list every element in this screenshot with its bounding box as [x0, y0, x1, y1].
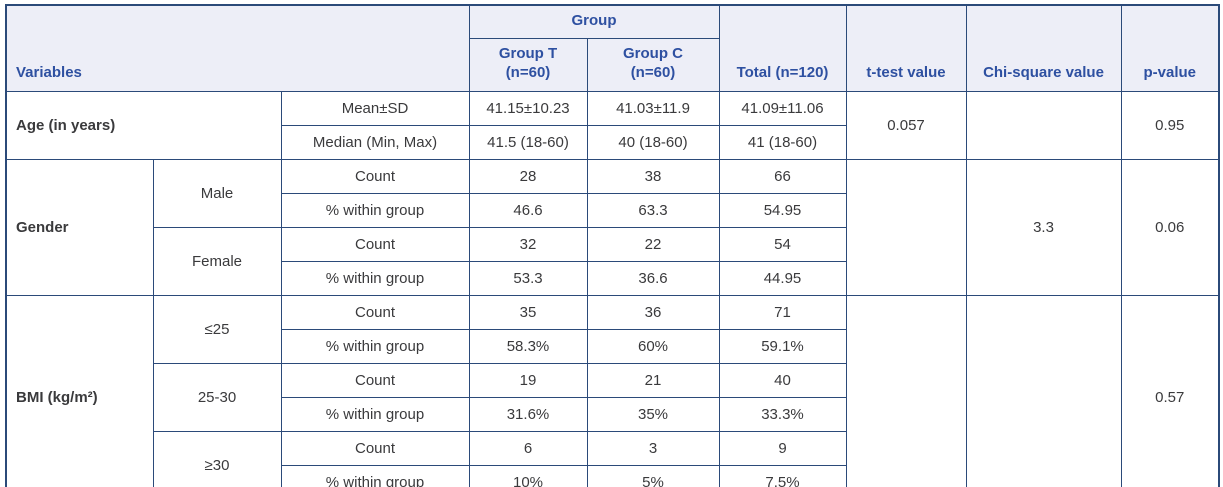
subgroup-bmi-le25: ≤25 — [152, 295, 282, 364]
value-cell: 33.3% — [718, 397, 847, 432]
value-cell: 35 — [468, 295, 588, 330]
table-row: % within group 31.6% 35% 33.3% — [6, 397, 1219, 432]
value-cell: 19 — [468, 363, 588, 398]
value-cell: 46.6 — [468, 193, 588, 228]
table-row: BMI (kg/m²) ≤25 Count 35 36 71 0.57 — [5, 295, 1220, 487]
value-cell: 36.6 — [586, 261, 720, 296]
t-test-cell — [845, 159, 967, 296]
table-row: Female Count 32 22 54 — [6, 227, 1219, 296]
stat-label-cell: % within group — [280, 397, 470, 432]
stat-label-cell: % within group — [280, 329, 470, 364]
stat-label-cell: Median (Min, Max) — [280, 125, 470, 160]
value-cell: 66 — [718, 159, 847, 194]
header-chi-square: Chi-square value — [965, 4, 1122, 92]
demographics-table: Variables Group Total (n=120) t-test val… — [5, 4, 1220, 487]
value-cell: 35% — [586, 397, 720, 432]
value-cell: 41.09±11.06 — [718, 91, 847, 126]
value-cell: 54.95 — [718, 193, 847, 228]
subgroup-bmi-ge30: ≥30 — [152, 431, 282, 487]
value-cell: 36 — [586, 295, 720, 330]
value-cell: 3 — [586, 431, 720, 466]
p-value-cell: 0.95 — [1120, 91, 1220, 160]
value-cell: 9 — [718, 431, 847, 466]
value-cell: 31.6% — [468, 397, 588, 432]
subgroup-female: Female — [152, 227, 282, 296]
stat-label-cell: % within group — [280, 465, 470, 487]
value-cell: 6 — [468, 431, 588, 466]
table-row: Gender Male Count 28 38 66 3.3 0.06 — [5, 159, 1220, 296]
header-group: Group — [468, 4, 720, 39]
header-group-t: Group T (n=60) — [468, 38, 588, 92]
table-row: Median (Min, Max) 41.5 (18-60) 40 (18-60… — [6, 125, 1219, 160]
p-value-cell: 0.57 — [1120, 295, 1220, 487]
stat-label-cell: Count — [280, 159, 470, 194]
value-cell: 10% — [468, 465, 588, 487]
value-cell: 71 — [718, 295, 847, 330]
value-cell: 53.3 — [468, 261, 588, 296]
stat-label-cell: Count — [280, 363, 470, 398]
stat-label-cell: Count — [280, 431, 470, 466]
value-cell: 22 — [586, 227, 720, 262]
value-cell: 38 — [586, 159, 720, 194]
subgroup-bmi-25-30: 25-30 — [152, 363, 282, 432]
value-cell: 41.5 (18-60) — [468, 125, 588, 160]
table-row: % within group 58.3% 60% 59.1% — [6, 329, 1219, 364]
value-cell: 59.1% — [718, 329, 847, 364]
value-cell: 63.3 — [586, 193, 720, 228]
value-cell: 40 (18-60) — [586, 125, 720, 160]
variable-gender: Gender — [5, 159, 154, 296]
t-test-cell: 0.057 — [845, 91, 967, 160]
stat-label-cell: Mean±SD — [280, 91, 470, 126]
table-row: Age (in years) Mean±SD 41.15±10.23 41.03… — [5, 91, 1220, 160]
header-p-value: p-value — [1120, 4, 1220, 92]
value-cell: 41.15±10.23 — [468, 91, 588, 126]
header-total: Total (n=120) — [718, 4, 847, 92]
table-row: 25-30 Count 19 21 40 — [6, 363, 1219, 432]
table-row: % within group 53.3 36.6 44.95 — [6, 261, 1219, 296]
chi-square-cell — [965, 91, 1122, 160]
header-variables: Variables — [5, 4, 470, 92]
value-cell: 32 — [468, 227, 588, 262]
value-cell: 44.95 — [718, 261, 847, 296]
value-cell: 54 — [718, 227, 847, 262]
table-row: % within group 10% 5% 7.5% — [6, 465, 1219, 487]
table-row: ≥30 Count 6 3 9 — [6, 431, 1219, 487]
chi-square-cell — [965, 295, 1122, 487]
value-cell: 41 (18-60) — [718, 125, 847, 160]
header-group-c: Group C (n=60) — [586, 38, 720, 92]
value-cell: 28 — [468, 159, 588, 194]
value-cell: 40 — [718, 363, 847, 398]
stat-label-cell: Count — [280, 295, 470, 330]
variable-bmi: BMI (kg/m²) — [5, 295, 154, 487]
p-value-cell: 0.06 — [1120, 159, 1220, 296]
header-t-test: t-test value — [845, 4, 967, 92]
value-cell: 7.5% — [718, 465, 847, 487]
value-cell: 58.3% — [468, 329, 588, 364]
table-row: % within group 46.6 63.3 54.95 — [6, 193, 1219, 228]
variable-age: Age (in years) — [5, 91, 282, 160]
value-cell: 21 — [586, 363, 720, 398]
value-cell: 41.03±11.9 — [586, 91, 720, 126]
stat-label-cell: Count — [280, 227, 470, 262]
subgroup-male: Male — [152, 159, 282, 228]
value-cell: 5% — [586, 465, 720, 487]
chi-square-cell: 3.3 — [965, 159, 1122, 296]
stat-label-cell: % within group — [280, 261, 470, 296]
stat-label-cell: % within group — [280, 193, 470, 228]
value-cell: 60% — [586, 329, 720, 364]
t-test-cell — [845, 295, 967, 487]
